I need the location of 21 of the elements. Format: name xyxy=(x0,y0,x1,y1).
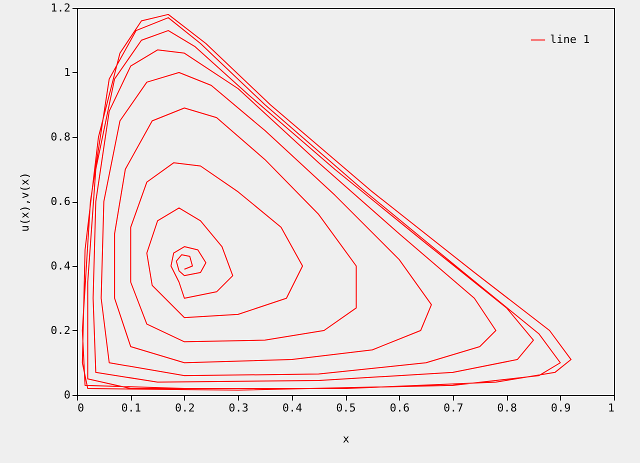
y-tick-label: 0 xyxy=(64,388,70,402)
x-tick-label: 0.3 xyxy=(228,402,249,414)
x-tick-label: 0.4 xyxy=(282,402,303,414)
x-tick-label: 1 xyxy=(608,402,614,414)
x-tick-label: 0.7 xyxy=(443,402,464,414)
x-tick-label: 0 xyxy=(78,402,84,414)
y-tick-label: 0.8 xyxy=(50,130,70,144)
x-axis-title: x xyxy=(342,432,350,446)
y-tick-label: 0.2 xyxy=(50,324,70,337)
y-axis-title: u(x),v(x) xyxy=(18,172,32,232)
y-tick-label: 0.6 xyxy=(50,195,70,208)
x-tick-label: 0.5 xyxy=(336,402,356,414)
x-tick-label: 0.6 xyxy=(390,402,410,414)
x-tick-label: 0.8 xyxy=(497,402,518,414)
y-tick-label: 1.2 xyxy=(50,2,70,14)
y-tick-label: 1 xyxy=(64,66,70,79)
x-tick-label: 0.9 xyxy=(550,402,571,414)
x-tick-label: 0.2 xyxy=(174,402,195,414)
legend-label: line 1 xyxy=(550,33,590,46)
y-tick-label: 0.4 xyxy=(50,260,71,272)
x-tick-label: 0.1 xyxy=(121,402,142,414)
